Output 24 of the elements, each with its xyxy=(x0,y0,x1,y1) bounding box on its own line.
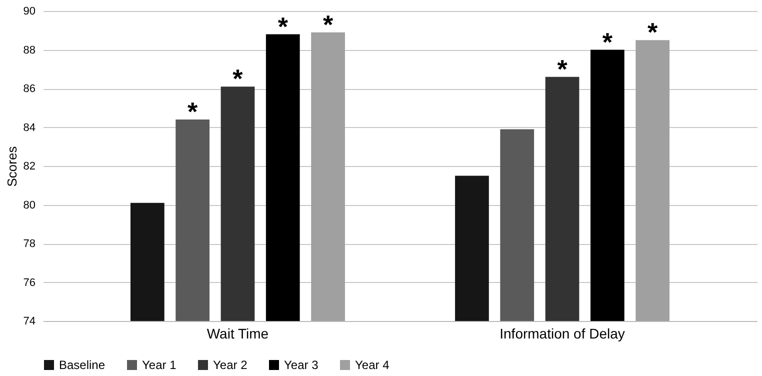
data-label: * xyxy=(232,64,244,94)
data-label: * xyxy=(557,54,568,84)
legend-label: Year 3 xyxy=(284,358,319,372)
data-label: * xyxy=(648,17,659,48)
y-tick-label: 82 xyxy=(23,160,36,172)
legend-label: Baseline xyxy=(59,358,106,372)
y-tick-label: 90 xyxy=(23,6,36,18)
y-tick-label: 74 xyxy=(23,316,36,328)
y-axis-title: Scores xyxy=(4,146,20,187)
x-tick-label: Information of Delay xyxy=(500,326,625,342)
legend-label: Year 1 xyxy=(142,358,177,372)
legend-label: Year 2 xyxy=(213,358,248,372)
y-tick-label: 86 xyxy=(23,83,36,95)
legend-label: Year 4 xyxy=(355,358,390,372)
data-label: * xyxy=(188,96,199,126)
data-label: * xyxy=(322,9,334,40)
y-tick-label: 76 xyxy=(23,276,36,289)
y-tick-label: 84 xyxy=(23,122,36,134)
data-label: * xyxy=(278,11,289,42)
y-tick-label: 80 xyxy=(23,199,36,212)
y-tick-label: 78 xyxy=(23,238,36,250)
data-label: * xyxy=(602,26,614,57)
y-tick-label: 88 xyxy=(23,44,36,56)
x-tick-label: Wait Time xyxy=(206,326,269,342)
